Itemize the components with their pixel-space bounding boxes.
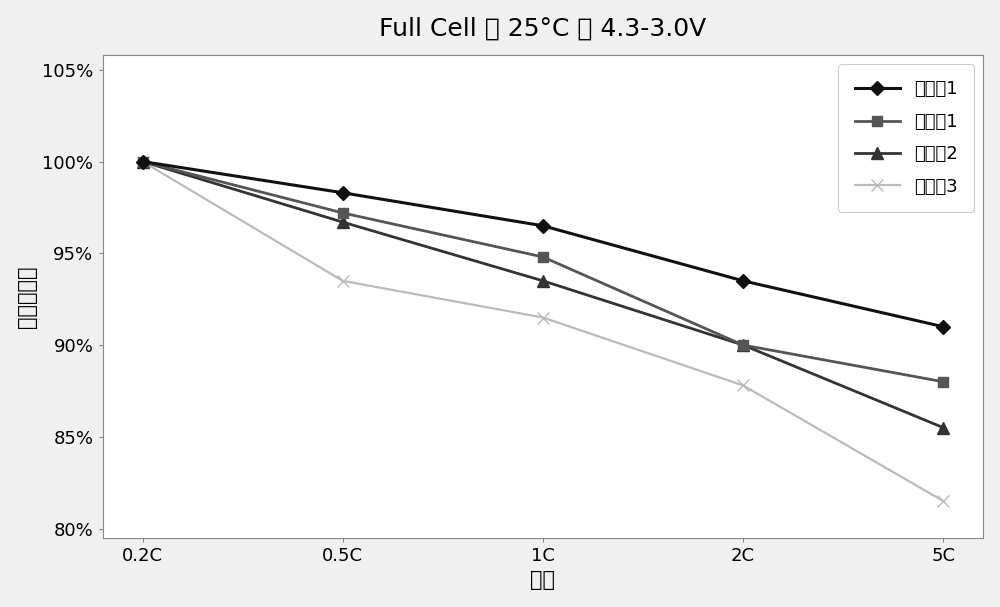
对比例3 xyxy=(537,314,549,321)
实施例1 xyxy=(737,277,749,285)
Legend: 实施例1, 对比例1, 对比例2, 对比例3: 实施例1, 对比例1, 对比例2, 对比例3 xyxy=(838,64,974,212)
实施例1 xyxy=(337,189,349,197)
X-axis label: 倍率: 倍率 xyxy=(530,571,555,591)
实施例1 xyxy=(137,158,149,165)
对比例1 xyxy=(537,253,549,260)
对比例3 xyxy=(937,497,949,504)
Y-axis label: 容量保持率: 容量保持率 xyxy=(17,265,37,328)
对比例2 xyxy=(137,158,149,165)
对比例3 xyxy=(337,277,349,285)
Line: 对比例2: 对比例2 xyxy=(137,156,949,433)
Line: 对比例1: 对比例1 xyxy=(138,157,948,387)
对比例1 xyxy=(137,158,149,165)
对比例3 xyxy=(137,158,149,165)
对比例2 xyxy=(937,424,949,432)
对比例2 xyxy=(737,341,749,348)
Line: 对比例3: 对比例3 xyxy=(136,155,950,507)
Line: 实施例1: 实施例1 xyxy=(138,157,948,331)
Title: Full Cell ， 25°C ， 4.3-3.0V: Full Cell ， 25°C ， 4.3-3.0V xyxy=(379,16,707,41)
对比例1 xyxy=(937,378,949,385)
实施例1 xyxy=(537,222,549,229)
实施例1 xyxy=(937,323,949,330)
对比例1 xyxy=(337,209,349,217)
对比例2 xyxy=(337,219,349,226)
对比例3 xyxy=(737,382,749,389)
对比例1 xyxy=(737,341,749,348)
对比例2 xyxy=(537,277,549,285)
